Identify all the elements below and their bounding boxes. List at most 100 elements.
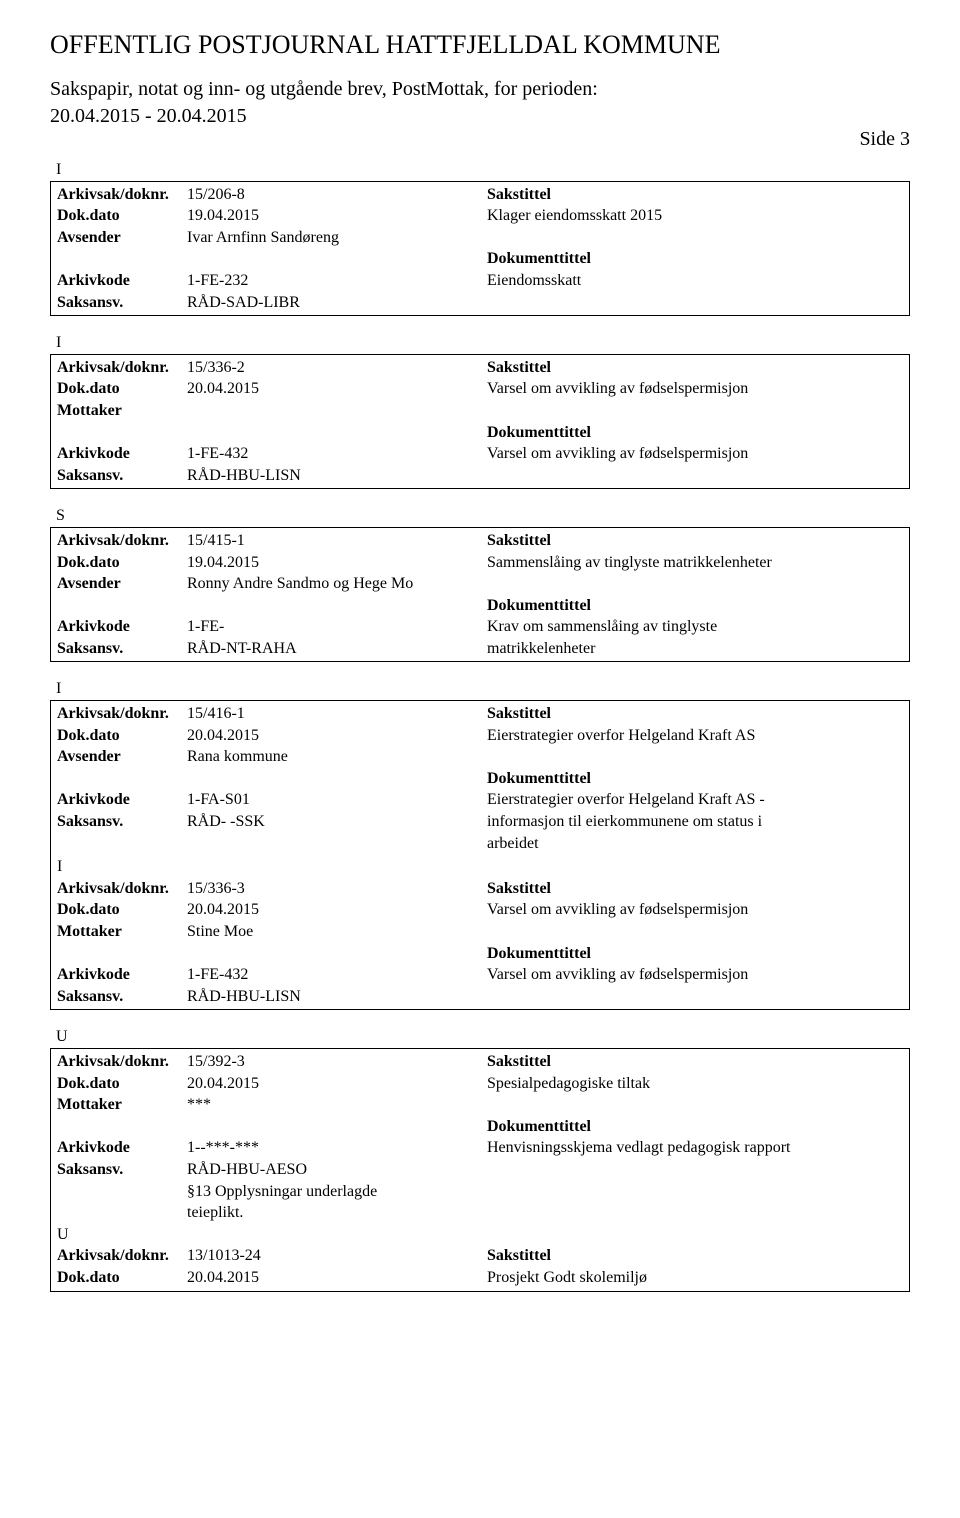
value-sakstittel: Sammenslåing av tinglyste matrikkelenhet… [487, 552, 903, 574]
label-sakstittel: Sakstittel [487, 1053, 551, 1070]
label-sakstittel: Sakstittel [487, 880, 551, 897]
label-saksansv: Saksansv. [57, 811, 187, 833]
label-dokumenttittel: Dokumenttittel [487, 1118, 591, 1135]
journal-record: Arkivsak/doknr. 15/415-1 Sakstittel Dok.… [50, 527, 910, 663]
record-type: I [50, 159, 910, 181]
value-arkivkode: 1-FE-432 [187, 443, 487, 465]
value-saksansv: RÅD-HBU-LISN [187, 986, 487, 1008]
value-dokdato: 20.04.2015 [187, 725, 487, 747]
label-dokdato: Dok.dato [57, 899, 187, 921]
record-type: S [50, 505, 910, 527]
value-arkivsak: 13/1013-24 [187, 1245, 487, 1267]
label-dokdato: Dok.dato [57, 205, 187, 227]
label-arkivkode: Arkivkode [57, 443, 187, 465]
record-type-inner: I [57, 856, 62, 878]
label-dokdato: Dok.dato [57, 1073, 187, 1095]
value-sakstittel: Varsel om avvikling av fødselspermisjon [487, 378, 903, 400]
value-arkivsak: 15/415-1 [187, 530, 487, 552]
label-sakstittel: Sakstittel [487, 186, 551, 203]
label-dokumenttittel: Dokumenttittel [487, 770, 591, 787]
label-party: Avsender [57, 227, 187, 249]
label-arkivsak: Arkivsak/doknr. [57, 1245, 187, 1267]
label-dokumenttittel: Dokumenttittel [487, 597, 591, 614]
value-extra-left1: §13 Opplysningar underlagde [187, 1181, 487, 1203]
value-arkivkode: 1-FE-432 [187, 964, 487, 986]
journal-record: Arkivsak/doknr. 15/392-3 Sakstittel Dok.… [50, 1048, 910, 1292]
subtitle-line2: 20.04.2015 - 20.04.2015 [50, 105, 910, 128]
value-party: *** [187, 1094, 487, 1116]
label-sakstittel: Sakstittel [487, 705, 551, 722]
journal-record: Arkivsak/doknr. 15/416-1 Sakstittel Dok.… [50, 700, 910, 1010]
label-sakstittel: Sakstittel [487, 1247, 551, 1264]
label-arkivsak: Arkivsak/doknr. [57, 878, 187, 900]
record-type: I [50, 332, 910, 354]
label-saksansv: Saksansv. [57, 465, 187, 487]
value-dokumenttittel: Varsel om avvikling av fødselspermisjon [487, 443, 903, 465]
label-dokdato: Dok.dato [57, 725, 187, 747]
value-dokdato: 19.04.2015 [187, 552, 487, 574]
label-arkivkode: Arkivkode [57, 270, 187, 292]
record-type-inner: U [57, 1224, 69, 1246]
label-arkivsak: Arkivsak/doknr. [57, 357, 187, 379]
value-party: Ivar Arnfinn Sandøreng [187, 227, 487, 249]
value-dokdato: 19.04.2015 [187, 205, 487, 227]
value-dokumenttittel: Eierstrategier overfor Helgeland Kraft A… [487, 789, 903, 811]
label-party: Mottaker [57, 400, 187, 422]
label-dokdato: Dok.dato [57, 552, 187, 574]
value-sakstittel: Klager eiendomsskatt 2015 [487, 205, 903, 227]
value-arkivkode: 1-FA-S01 [187, 789, 487, 811]
value-sakstittel: Spesialpedagogiske tiltak [487, 1073, 903, 1095]
label-party: Avsender [57, 746, 187, 768]
value-dokdato: 20.04.2015 [187, 378, 487, 400]
value-party: Ronny Andre Sandmo og Hege Mo [187, 573, 487, 595]
value-arkivsak: 15/336-3 [187, 878, 487, 900]
value-saksansv-right: matrikkelenheter [487, 638, 903, 660]
value-extra-left2: teieplikt. [187, 1202, 487, 1224]
label-dokumenttittel: Dokumenttittel [487, 424, 591, 441]
value-sakstittel: Prosjekt Godt skolemiljø [487, 1267, 903, 1289]
value-dokumenttittel: Krav om sammenslåing av tinglyste [487, 616, 903, 638]
label-arkivkode: Arkivkode [57, 789, 187, 811]
value-dokumenttittel: Varsel om avvikling av fødselspermisjon [487, 964, 903, 986]
value-arkivsak: 15/206-8 [187, 184, 487, 206]
value-sakstittel: Varsel om avvikling av fødselspermisjon [487, 899, 903, 921]
value-party: Rana kommune [187, 746, 487, 768]
label-saksansv: Saksansv. [57, 1159, 187, 1181]
record-type: I [50, 678, 910, 700]
value-saksansv: RÅD-HBU-AESO [187, 1159, 487, 1181]
value-saksansv: RÅD-HBU-LISN [187, 465, 487, 487]
value-dokumenttittel: Henvisningsskjema vedlagt pedagogisk rap… [487, 1137, 903, 1159]
label-saksansv: Saksansv. [57, 292, 187, 314]
label-dokumenttittel: Dokumenttittel [487, 250, 591, 267]
label-arkivsak: Arkivsak/doknr. [57, 184, 187, 206]
journal-record: Arkivsak/doknr. 15/206-8 Sakstittel Dok.… [50, 181, 910, 317]
page-title: OFFENTLIG POSTJOURNAL HATTFJELLDAL KOMMU… [50, 30, 910, 60]
value-arkivsak: 15/336-2 [187, 357, 487, 379]
label-dokdato: Dok.dato [57, 378, 187, 400]
value-saksansv: RÅD- -SSK [187, 811, 487, 833]
value-arkivsak: 15/416-1 [187, 703, 487, 725]
label-dokumenttittel: Dokumenttittel [487, 945, 591, 962]
value-arkivkode: 1-FE-232 [187, 270, 487, 292]
label-arkivkode: Arkivkode [57, 616, 187, 638]
label-sakstittel: Sakstittel [487, 532, 551, 549]
label-arkivsak: Arkivsak/doknr. [57, 1051, 187, 1073]
journal-record: Arkivsak/doknr. 15/336-2 Sakstittel Dok.… [50, 354, 910, 490]
label-dokdato: Dok.dato [57, 1267, 187, 1289]
value-extra-right: arbeidet [487, 833, 903, 855]
value-arkivsak: 15/392-3 [187, 1051, 487, 1073]
label-saksansv: Saksansv. [57, 638, 187, 660]
subtitle-line1: Sakspapir, notat og inn- og utgående bre… [50, 78, 910, 101]
label-party: Avsender [57, 573, 187, 595]
value-saksansv: RÅD-SAD-LIBR [187, 292, 487, 314]
value-dokdato: 20.04.2015 [187, 1073, 487, 1095]
value-arkivkode: 1--***-*** [187, 1137, 487, 1159]
record-type: U [50, 1026, 910, 1048]
label-saksansv: Saksansv. [57, 986, 187, 1008]
value-saksansv: RÅD-NT-RAHA [187, 638, 487, 660]
value-party: Stine Moe [187, 921, 487, 943]
label-party: Mottaker [57, 1094, 187, 1116]
value-saksansv-right: informasjon til eierkommunene om status … [487, 811, 903, 833]
value-dokumenttittel: Eiendomsskatt [487, 270, 903, 292]
label-arkivsak: Arkivsak/doknr. [57, 530, 187, 552]
